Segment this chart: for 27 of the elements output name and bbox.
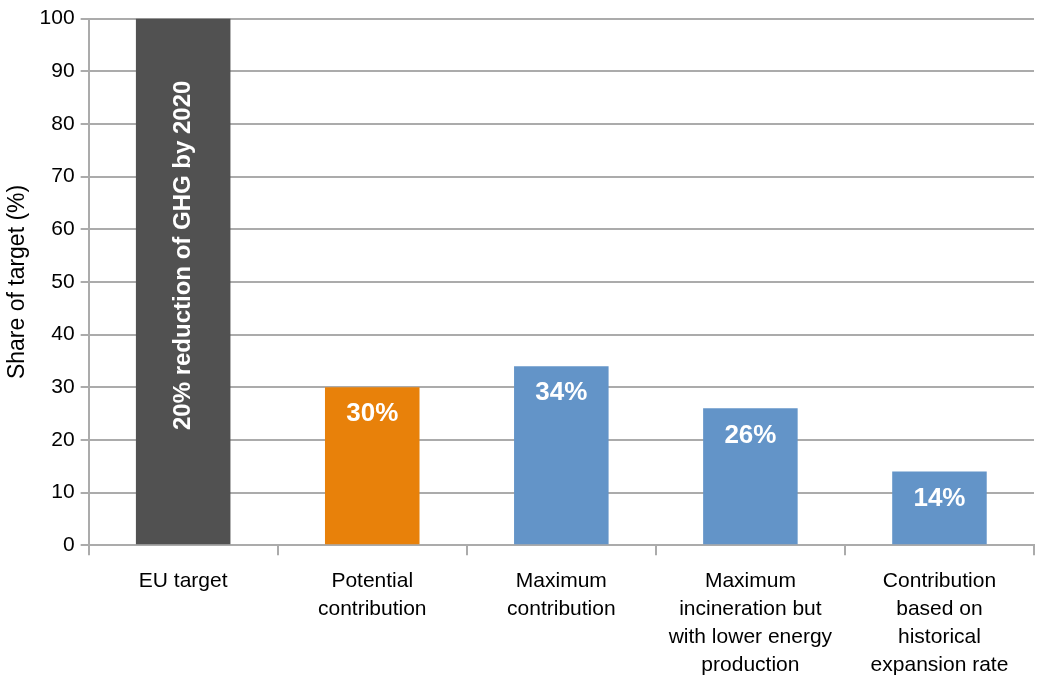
y-tick-label: 40 xyxy=(51,321,75,345)
x-tick-label: Potential contribution xyxy=(317,568,427,619)
x-tick-label: EU target xyxy=(138,568,228,592)
data-label: 30% xyxy=(346,397,399,428)
data-label: 14% xyxy=(913,481,966,512)
y-tick-label: 50 xyxy=(51,268,75,292)
bar xyxy=(324,387,420,545)
bar xyxy=(135,18,231,545)
data-label: 34% xyxy=(535,376,588,407)
bar xyxy=(892,471,987,545)
y-tick-label: 70 xyxy=(51,163,75,187)
x-tick-label: Contribution based on historical expansion rate xyxy=(870,568,1009,675)
annotation: 20% reduction of GHG by 2020 xyxy=(167,80,195,431)
y-tick-label: 100 xyxy=(39,5,75,29)
y-tick-label: 10 xyxy=(51,479,75,503)
y-tick-label: 60 xyxy=(51,216,75,240)
y-tick-label: 90 xyxy=(51,58,75,82)
y-tick-label: 20 xyxy=(51,426,75,450)
y-axis-title: Share of target (%) xyxy=(3,184,30,380)
x-tick-label: Maximum incineration but with lower energy production xyxy=(667,568,833,675)
y-tick-label: 30 xyxy=(51,374,75,398)
data-label: 26% xyxy=(724,418,777,449)
y-tick-label: 0 xyxy=(62,532,75,556)
bar xyxy=(703,408,798,545)
bar xyxy=(514,366,609,545)
y-tick-label: 80 xyxy=(51,110,75,134)
x-tick-label: Maximum contribution xyxy=(507,568,616,619)
